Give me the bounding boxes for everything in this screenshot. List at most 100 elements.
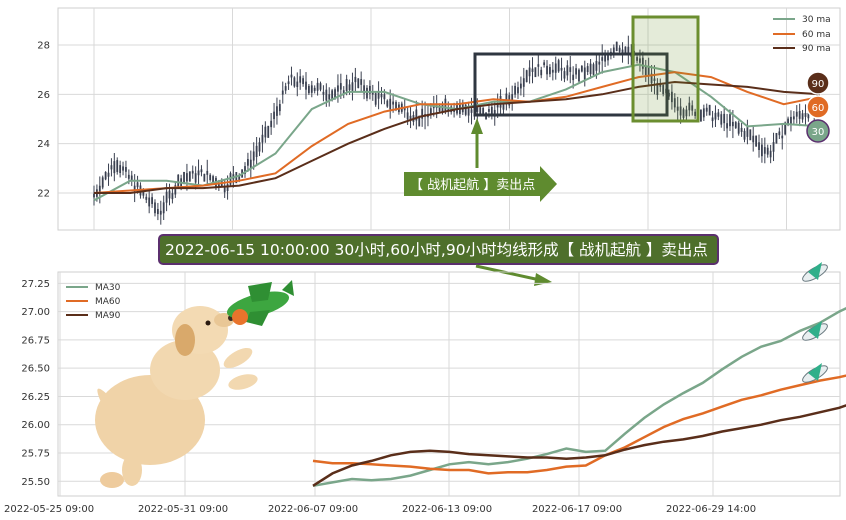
candle-body: [583, 67, 586, 80]
candle-body: [159, 210, 162, 215]
candle-body: [476, 107, 479, 112]
candle-body: [328, 94, 331, 100]
candle-body: [624, 46, 627, 56]
candle-body: [107, 172, 110, 177]
candle-body: [162, 202, 165, 214]
candle-body: [560, 67, 563, 71]
candle-body: [688, 102, 691, 111]
candle-body: [310, 85, 313, 93]
bottom-xtick-label: 2022-06-29 14:00: [666, 504, 756, 515]
candle-body: [598, 61, 601, 65]
bottom-ytick-label: 25.75: [21, 449, 50, 460]
candle-body: [98, 185, 101, 195]
candle-body: [554, 63, 557, 73]
candle-body: [749, 129, 752, 141]
candle-body: [781, 135, 784, 139]
bottom-chart-ma-lines: [312, 307, 846, 488]
candle-body: [717, 112, 720, 117]
legend-30ma: 30 ma: [802, 15, 831, 25]
candle-body: [270, 120, 273, 128]
candle-body: [470, 109, 473, 113]
candle-body: [528, 67, 531, 77]
candle-body: [389, 98, 392, 110]
candle-body: [601, 57, 604, 61]
candle-body: [363, 85, 365, 94]
candle-body: [406, 112, 409, 120]
candle-body: [226, 184, 229, 192]
candle-body: [238, 175, 241, 180]
bottom-line-MA90: [312, 404, 846, 487]
candle-body: [127, 174, 130, 179]
candle-body: [763, 147, 766, 154]
candle-body: [261, 134, 264, 143]
bottom-xtick-label: 2022-06-17 09:00: [532, 504, 622, 515]
candle-body: [694, 111, 697, 116]
candle-body: [403, 106, 406, 111]
candle-body: [264, 126, 267, 138]
bottom-ytick-label: 27.25: [21, 279, 50, 290]
candle-body: [618, 47, 621, 52]
bottom-legend: MA30 MA60 MA90: [66, 283, 121, 321]
candle-body: [714, 112, 717, 120]
candle-body: [807, 113, 810, 119]
candle-body: [540, 69, 543, 76]
candle-body: [804, 112, 807, 117]
candle-body: [278, 104, 281, 112]
candle-body: [604, 55, 607, 62]
candle-body: [589, 63, 592, 75]
ma-badges: 90 60 30: [806, 71, 830, 143]
candle-body: [534, 67, 537, 78]
candle-body: [595, 60, 598, 71]
candle-body: [650, 73, 653, 84]
candle-body: [348, 84, 351, 91]
candle-body: [685, 109, 688, 117]
candle-body: [580, 65, 583, 72]
candle-body: [659, 83, 662, 87]
candle-body: [319, 83, 322, 90]
takeoff-label: 【 战机起航 】卖出点: [410, 177, 535, 193]
candle-body: [165, 191, 168, 203]
candle-body: [345, 79, 348, 91]
candle-body: [801, 113, 804, 120]
candle-body: [639, 58, 641, 63]
candle-body: [569, 67, 572, 72]
candle-body: [656, 82, 659, 95]
candle-body: [249, 159, 252, 169]
candle-body: [566, 65, 569, 76]
top-ytick-label: 24: [37, 139, 50, 150]
candle-body: [116, 160, 119, 172]
candle-body: [482, 107, 485, 115]
candle-body: [197, 170, 200, 176]
candle-body: [502, 103, 505, 110]
candle-body: [708, 104, 711, 116]
candle-body: [247, 159, 249, 166]
candle-body: [711, 117, 714, 122]
candle-body: [235, 172, 238, 184]
candle-body: [223, 185, 226, 193]
candle-body: [769, 150, 772, 158]
candle-body: [790, 116, 792, 125]
top-ytick-label: 28: [37, 41, 50, 52]
candle-body: [726, 123, 728, 129]
bottom-ytick-label: 26.50: [21, 364, 50, 375]
candle-body: [522, 78, 525, 87]
candle-body: [421, 108, 424, 119]
candle-body: [258, 142, 261, 152]
candle-body: [145, 196, 148, 200]
bottom-ytick-label: 26.00: [21, 420, 50, 431]
bottom-xtick-label: 2022-06-13 09:00: [402, 504, 492, 515]
candle-body: [174, 185, 177, 195]
badge-30: 30: [812, 127, 825, 138]
candle-body: [305, 81, 307, 90]
candle-body: [302, 78, 304, 85]
legend-ma90: MA90: [95, 311, 121, 321]
candle-body: [93, 193, 95, 198]
bottom-ytick-label: 25.50: [21, 477, 50, 488]
candle-body: [438, 105, 441, 112]
candle-body: [316, 82, 319, 91]
bottom-ytick-label: 27.00: [21, 307, 50, 318]
candle-body: [488, 109, 490, 112]
candle-body: [572, 74, 575, 81]
candle-body: [505, 93, 508, 105]
